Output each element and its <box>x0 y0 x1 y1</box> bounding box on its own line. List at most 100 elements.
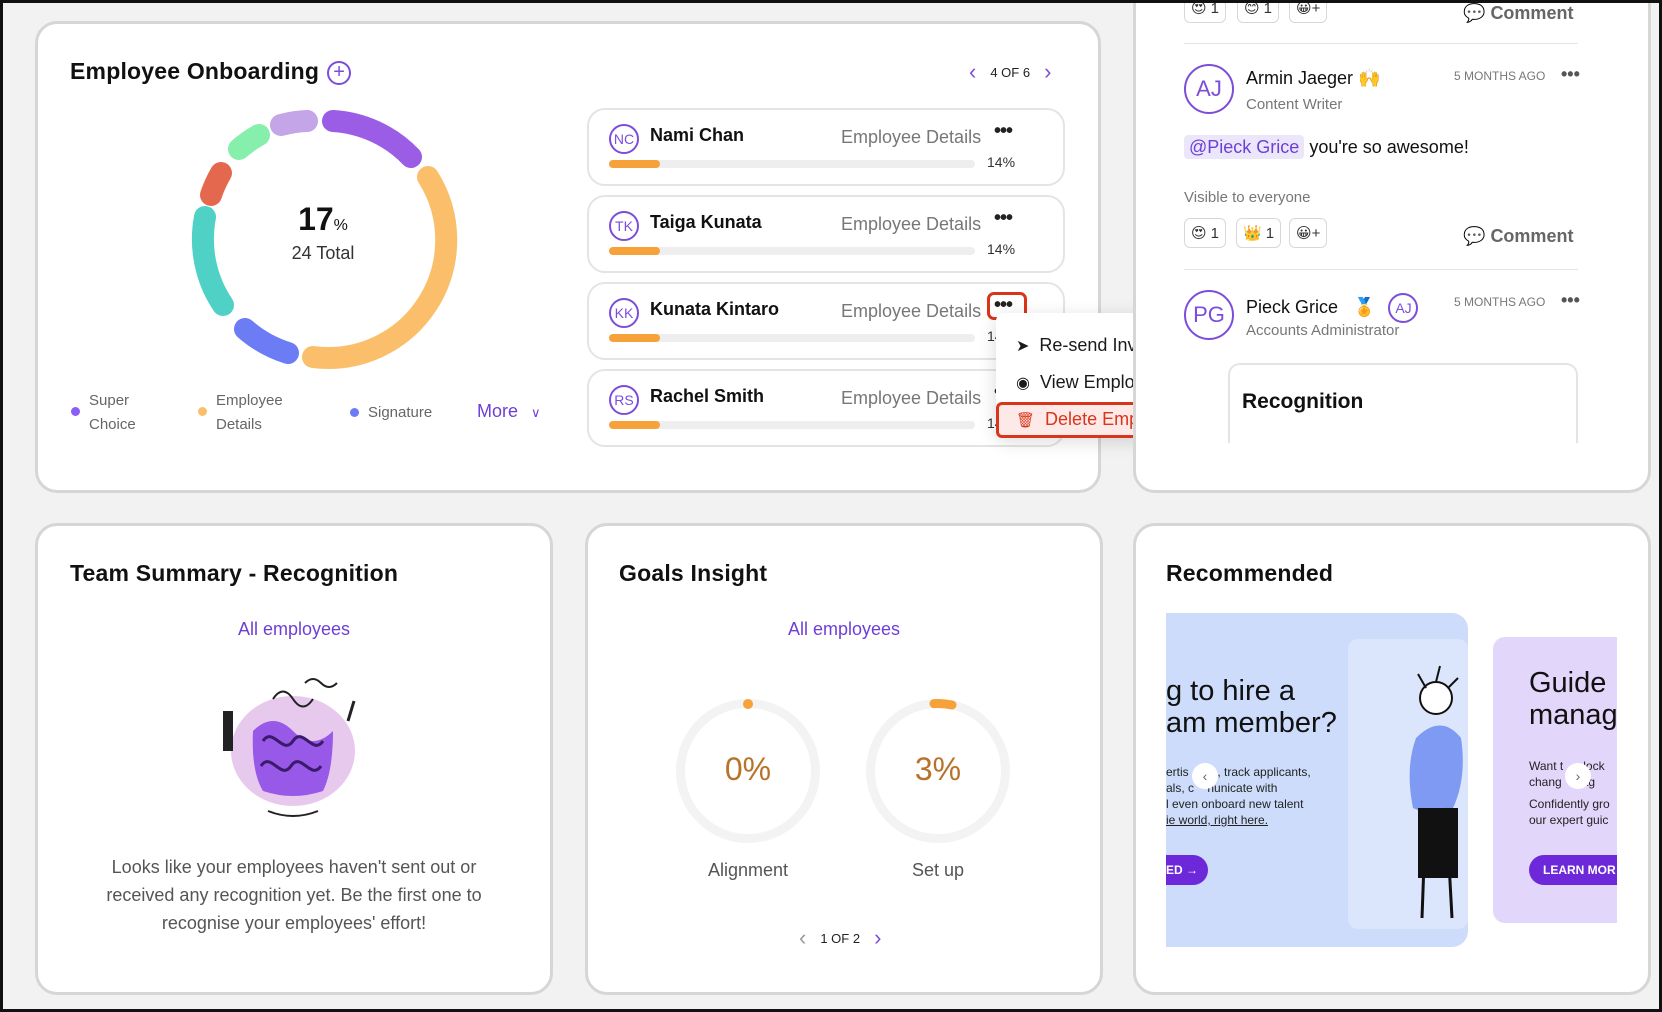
progress-bar <box>609 160 975 168</box>
alignment-value: 0% <box>724 751 772 787</box>
carousel-prev-button[interactable]: ‹ <box>1192 763 1218 789</box>
more-options-icon[interactable]: ••• <box>994 294 1013 316</box>
progress-percent: 14% <box>987 241 1016 257</box>
recommended-hiring-card[interactable]: g to hire a am member? ertis les, track … <box>1166 613 1468 947</box>
onboarding-title: Employee Onboarding + <box>70 58 352 85</box>
avatar-small[interactable]: AJ <box>1388 293 1419 323</box>
employee-card[interactable]: RS Rachel Smith Employee Details ••• 14 <box>587 369 1065 447</box>
comment-button[interactable]: 💬 Comment <box>1463 226 1574 246</box>
chevron-right-icon[interactable]: › <box>1044 59 1052 84</box>
post-time: 5 MONTHS AGO <box>1454 69 1546 83</box>
post-options-icon[interactable]: ••• <box>1561 64 1580 84</box>
hiring-body-line2: als, c nunicate with <box>1166 781 1278 795</box>
team-summary-title: Team Summary - Recognition <box>70 560 399 586</box>
pager-label: 1 OF 2 <box>820 930 861 946</box>
recognition-heading: Recognition <box>1242 390 1364 413</box>
chevron-right-icon[interactable]: › <box>874 925 882 950</box>
avatar: NC <box>609 124 639 154</box>
employee-name: Taiga Kunata <box>650 212 762 232</box>
onboarding-donut-chart <box>191 110 458 369</box>
reaction-heart-eyes[interactable]: 😍 1 <box>1184 218 1226 248</box>
avatar: RS <box>609 385 639 415</box>
avatar: TK <box>609 211 639 241</box>
add-reaction-button[interactable]: 😀+ <box>1289 3 1328 23</box>
guide-body-line4: our expert guic <box>1529 813 1609 827</box>
post-author-name[interactable]: Armin Jaeger 🙌 <box>1246 68 1381 88</box>
employee-details-link[interactable]: Employee Details <box>841 301 982 321</box>
guide-heading-line1: Guide <box>1529 667 1607 699</box>
hiring-heading-line1: g to hire a <box>1166 675 1295 707</box>
guide-heading-line2: manag <box>1529 699 1617 731</box>
progress-bar <box>609 247 975 255</box>
medal-icon: 🏅 <box>1353 297 1376 317</box>
guide-body-line3: Confidently gro <box>1529 797 1610 811</box>
employee-card[interactable]: NC Nami Chan Employee Details ••• 14% <box>587 108 1065 186</box>
pager-label: 4 OF 6 <box>990 64 1031 80</box>
employee-details-link[interactable]: Employee Details <box>841 214 982 234</box>
post-visibility: Visible to everyone <box>1184 189 1311 206</box>
legend-more-button[interactable]: More ∨ <box>477 401 541 421</box>
avatar[interactable]: PG <box>1184 290 1234 340</box>
donut-center-total: 24 Total <box>291 243 355 263</box>
employee-name: Nami Chan <box>650 125 745 145</box>
post2-options-icon[interactable]: ••• <box>1561 290 1580 310</box>
onboarding-pager: ‹ 4 OF 6 › <box>969 61 1051 83</box>
progress-percent: 14% <box>987 154 1016 170</box>
employee-card[interactable]: KK Kunata Kintaro Employee Details ••• 1… <box>587 282 1065 360</box>
donut-center-percent: 17% <box>298 201 348 237</box>
reaction-crown[interactable]: 👑 1 <box>1236 218 1282 248</box>
send-icon: ➤ <box>1016 337 1030 355</box>
setup-ring-progress <box>929 699 957 710</box>
comment-icon: 💬 <box>1463 226 1486 246</box>
reaction-heart-eyes[interactable]: 😍 1 <box>1184 3 1226 23</box>
employee-name: Rachel Smith <box>650 386 765 406</box>
goals-filter[interactable]: All employees <box>787 619 901 639</box>
chevron-left-icon[interactable]: ‹ <box>969 59 977 84</box>
donut-segment-signature <box>234 318 299 364</box>
hiring-body-line1: ertis les, track applicants, <box>1166 765 1311 779</box>
feed-divider <box>1184 269 1578 270</box>
employee-card[interactable]: TK Taiga Kunata Employee Details ••• 14% <box>587 195 1065 273</box>
top-comment-button[interactable]: 💬 Comment <box>1463 3 1574 23</box>
recommended-guide-card[interactable]: Guide manag Want t nlock chang nag Confi… <box>1493 637 1617 923</box>
employee-details-link[interactable]: Employee Details <box>841 127 982 147</box>
legend-employee-details: Employee Details <box>198 389 283 437</box>
onboarding-title-text: Employee Onboarding <box>70 58 320 84</box>
goals-pager: ‹ 1 OF 2 › <box>799 927 881 949</box>
alignment-ring-marker <box>743 699 753 709</box>
hiring-body-line4: ie world, right here. <box>1166 813 1269 827</box>
reaction-smile[interactable]: 😊 1 <box>1237 3 1279 23</box>
post2-author-role: Accounts Administrator <box>1246 322 1400 339</box>
avatar[interactable]: AJ <box>1184 64 1234 114</box>
employee-details-link[interactable]: Employee Details <box>841 388 982 408</box>
donut-segment-super-choice <box>322 110 422 168</box>
team-summary-filter[interactable]: All employees <box>237 619 351 639</box>
trash-icon: 🗑 <box>1016 411 1036 429</box>
chevron-left-icon[interactable]: ‹ <box>799 925 807 950</box>
legend-dot <box>350 408 359 417</box>
mention-tag[interactable]: @Pieck Grice <box>1184 135 1305 159</box>
more-options-icon[interactable]: ••• <box>994 207 1013 229</box>
post2-time: 5 MONTHS AGO <box>1454 295 1546 309</box>
resend-invite-item[interactable]: ➤ Re-send Invite <box>1016 335 1156 355</box>
add-icon[interactable]: + <box>327 60 352 85</box>
carousel-next-button[interactable]: › <box>1565 763 1591 789</box>
post-author-role: Content Writer <box>1246 96 1343 113</box>
post2-author-name[interactable]: Pieck Grice 🏅 AJ <box>1246 293 1419 323</box>
post-message: @Pieck Grice you're so awesome! <box>1184 135 1469 159</box>
donut-segment-teal <box>191 206 234 316</box>
add-reaction-button[interactable]: 😀+ <box>1289 218 1328 248</box>
legend-super-choice: Super Choice <box>71 389 136 437</box>
hiring-cta-button[interactable]: ED → <box>1166 855 1208 885</box>
eye-icon: ◉ <box>1016 374 1030 392</box>
more-options-icon[interactable]: ••• <box>994 120 1013 142</box>
raised-hands-icon: 🙌 <box>1358 68 1381 88</box>
guide-cta-button[interactable]: LEARN MOR <box>1529 855 1617 885</box>
setup-value: 3% <box>914 751 962 787</box>
donut-segment-green <box>228 124 270 160</box>
recommended-title: Recommended <box>1166 560 1334 586</box>
recognition-empty-illustration <box>223 678 356 817</box>
hiring-heading-line2: am member? <box>1166 707 1337 739</box>
donut-segment-employee-details <box>302 166 458 369</box>
